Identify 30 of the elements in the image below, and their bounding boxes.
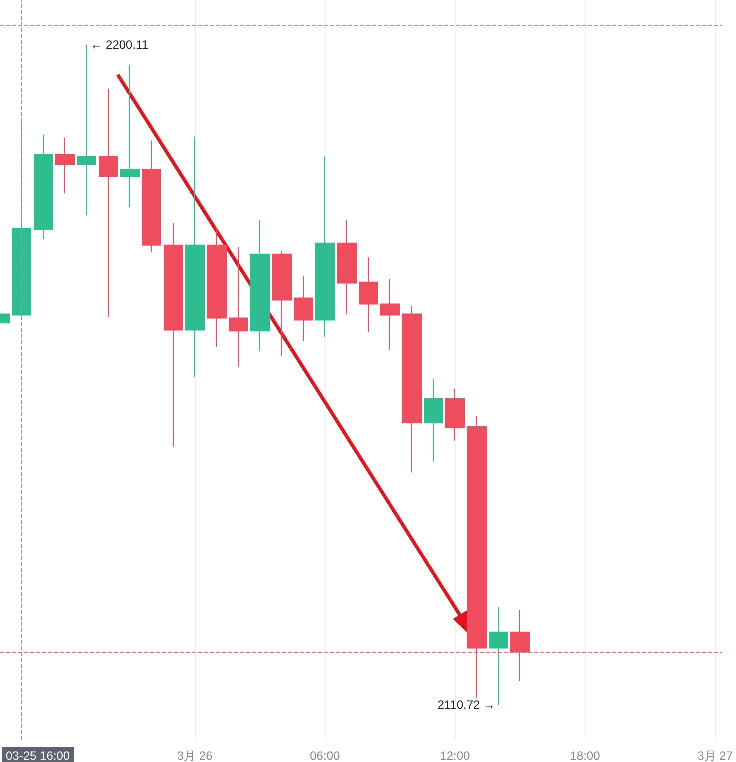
candlestick [120,64,140,208]
candlestick [315,156,335,338]
x-tick-label: 12:00 [440,749,471,762]
candlestick [272,250,292,357]
x-tick-label: 3月 27 [698,749,734,762]
candlestick [402,306,422,474]
candlestick [99,88,118,318]
candlestick [424,378,443,462]
candlestick [55,137,75,194]
candlestick [34,134,53,240]
candlestick [467,415,487,699]
candlestick [489,606,508,706]
annotation: ← 2200.11 [90,38,149,52]
text: 03-25 16:00 [6,749,70,762]
candlestick [207,226,227,348]
candlestick [185,136,205,378]
candlestick [380,278,400,351]
candlestick [164,222,183,448]
candlestick [337,220,357,315]
candlestick [359,256,378,333]
candlestick [142,140,161,253]
candlestick [445,388,465,442]
annotation: 2110.72 → [438,698,496,712]
x-tick-label: 18:00 [570,749,601,762]
candlestick [510,610,530,682]
candlestick [294,276,313,342]
candlestick [250,220,270,352]
x-tick-label: 06:00 [310,749,340,762]
x-tick-label: 3月 26 [177,749,214,762]
candlestick [229,246,248,368]
